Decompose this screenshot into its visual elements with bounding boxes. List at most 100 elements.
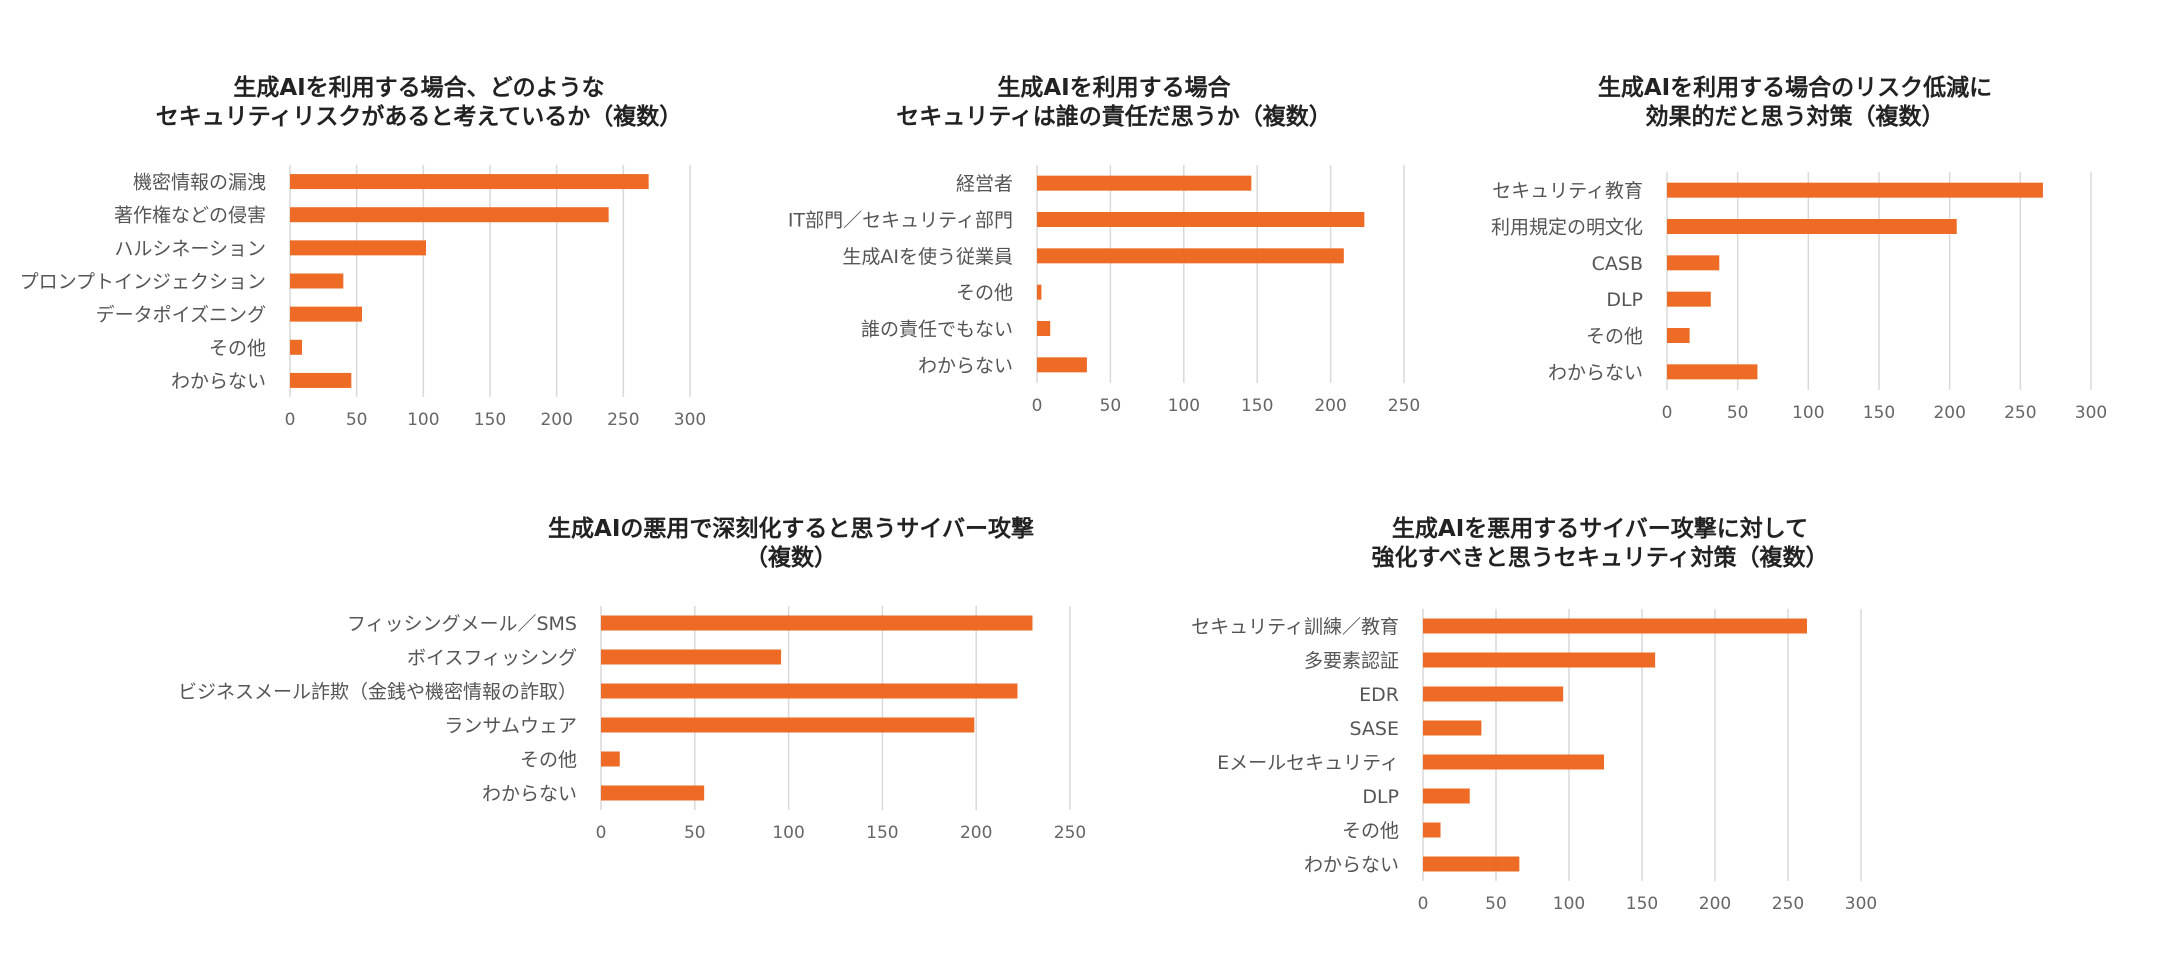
tick-label: 150 [866,823,898,843]
bar [1423,618,1807,634]
category-label: フィッシングメール／SMS [347,613,577,635]
tick-label: 250 [1772,894,1804,914]
chart-title: 生成AIを利用する場合のリスク低減に [1598,74,1992,101]
bar [290,339,302,355]
category-label: ボイスフィッシング [407,647,577,669]
tick-label: 50 [346,410,368,430]
bar [1667,182,2043,198]
category-label: CASB [1592,253,1643,275]
bar [290,372,352,388]
tick-label: 100 [1553,894,1585,914]
bar [1423,652,1656,668]
category-label: IT部門／セキュリティ部門 [788,210,1013,232]
category-label: EDR [1359,684,1399,706]
tick-label: 250 [1054,823,1086,843]
category-label: Eメールセキュリティ [1217,752,1399,774]
category-label: ビジネスメール詐欺（金銭や機密情報の詐取） [178,681,577,703]
chart-title: 生成AIを利用する場合 [997,74,1231,101]
category-label: 経営者 [956,173,1013,195]
bar [1423,822,1441,838]
category-label: その他 [1342,820,1399,842]
bar [290,306,362,322]
chart-3: 0 50 100 150 200 250 300 生成AIを利用する場合のリスク低減に効果的だ… [1491,74,2107,423]
tick-label: 100 [407,410,439,430]
bar [1423,686,1564,702]
bar [1667,219,1957,234]
category-label: DLP [1606,289,1643,311]
chart-title: セキュリティは誰の責任だ思うか（複数） [896,103,1332,130]
tick-label: 100 [1168,396,1200,416]
tick-label: 200 [1314,396,1346,416]
tick-label: 0 [1418,894,1429,914]
bar [1667,328,1690,343]
bar [290,174,649,190]
tick-label: 200 [960,823,992,843]
chart-title: （複数） [745,544,837,571]
category-label: データポイズニング [96,304,266,326]
tick-label: 150 [1863,403,1895,423]
bar [1667,291,1711,307]
category-label: 利用規定の明文化 [1491,217,1643,239]
bar [1037,248,1344,264]
category-label: 誰の責任でもない [861,319,1013,341]
bar [601,683,1018,699]
tick-label: 150 [1626,894,1658,914]
bar [1423,856,1520,872]
chart-title: 生成AIを悪用するサイバー攻撃に対して [1392,515,1808,542]
bar [1423,720,1482,736]
bar [601,785,705,801]
tick-label: 150 [474,410,506,430]
category-label: セキュリティ訓練／教育 [1191,616,1399,638]
tick-label: 200 [540,410,572,430]
chart-title: 効果的だと思う対策（複数） [1646,103,1945,130]
category-label: わからない [171,370,266,392]
tick-label: 250 [2004,403,2036,423]
bar [1667,364,1758,380]
tick-label: 50 [1485,894,1507,914]
category-label: その他 [956,282,1013,304]
bar [1037,175,1252,191]
category-label: その他 [1586,326,1643,348]
bar [1423,788,1470,804]
bar [1423,754,1605,770]
bar [1037,212,1365,227]
tick-label: 0 [1662,403,1673,423]
bar [1037,357,1087,373]
bar [601,615,1033,631]
category-label: わからない [482,783,577,805]
category-label: SASE [1350,718,1399,740]
bar [601,717,975,733]
category-label: 多要素認証 [1304,650,1399,672]
category-label: その他 [209,337,266,359]
chart-5: 0 50 100 150 200 250 300 生成AIを悪用するサイバー攻撃に対して強化す… [1191,515,1877,914]
tick-label: 100 [772,823,804,843]
tick-label: 200 [1699,894,1731,914]
chart-4: 0 50 100 150 200 250 生成AIの悪用で深刻化すると思うサイバー攻撃（複数… [178,515,1086,843]
tick-label: 300 [1845,894,1877,914]
chart-title: 生成AIの悪用で深刻化すると思うサイバー攻撃 [548,515,1034,542]
tick-label: 150 [1241,396,1273,416]
bar [1667,255,1720,271]
category-label: わからない [1304,854,1399,876]
category-label: 機密情報の漏洩 [133,172,266,194]
category-label: セキュリティ教育 [1492,180,1643,202]
tick-label: 0 [1032,396,1043,416]
bar [290,273,344,289]
category-label: わからない [1548,362,1643,384]
chart-title: セキュリティリスクがあると考えているか（複数） [156,103,682,130]
category-label: その他 [520,749,577,771]
bar [290,207,609,223]
chart-title: 生成AIを利用する場合、どのような [233,74,604,101]
tick-label: 0 [285,410,296,430]
category-label: ハルシネーション [114,238,266,260]
category-label: わからない [918,355,1013,377]
tick-label: 250 [607,410,639,430]
bar [601,649,782,665]
chart-title: 強化すべきと思うセキュリティ対策（複数） [1371,544,1828,571]
tick-label: 0 [596,823,607,843]
category-label: 生成AIを使う従業員 [842,246,1013,268]
bar [1037,284,1042,300]
chart-2: 0 50 100 150 200 250 生成AIを利用する場合セキュリティは誰の責任だ思う… [788,74,1420,416]
bar [290,240,426,256]
